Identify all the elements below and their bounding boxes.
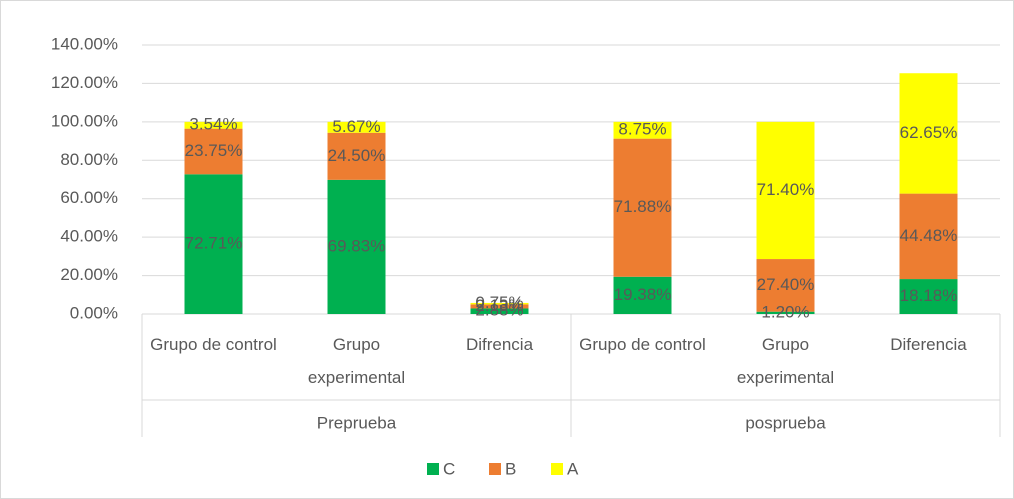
x-tick-label: Grupo de control bbox=[579, 335, 706, 354]
bar-segment bbox=[613, 121, 672, 139]
bar-segment bbox=[470, 304, 529, 309]
legend-label: A bbox=[567, 459, 579, 478]
y-tick-label: 140.00% bbox=[51, 34, 118, 53]
data-label: 1.20% bbox=[761, 302, 809, 321]
bar-segment bbox=[470, 302, 529, 305]
bar-segment bbox=[899, 193, 958, 280]
data-label: 8.75% bbox=[618, 120, 666, 139]
legend-label: C bbox=[443, 459, 455, 478]
data-label: 0.75% bbox=[475, 293, 523, 312]
legend-label: B bbox=[505, 459, 516, 478]
bar-segment bbox=[470, 308, 529, 314]
bar-segment bbox=[613, 276, 672, 314]
x-tick-label: Diferencia bbox=[890, 335, 967, 354]
bar-segment bbox=[899, 73, 958, 194]
data-label: 27.40% bbox=[757, 275, 815, 294]
group-label: Preprueba bbox=[317, 413, 397, 432]
data-label: 62.65% bbox=[900, 123, 958, 142]
data-label: 44.48% bbox=[900, 226, 958, 245]
bar-segment bbox=[756, 259, 815, 312]
y-tick-label: 120.00% bbox=[51, 73, 118, 92]
y-tick-label: 20.00% bbox=[60, 265, 118, 284]
bar-segment bbox=[899, 279, 958, 314]
y-tick-label: 40.00% bbox=[60, 227, 118, 246]
x-tick-label: Grupo experimental bbox=[307, 335, 406, 387]
x-tick-label: Grupo experimental bbox=[736, 335, 835, 387]
data-label: 3.54% bbox=[189, 115, 237, 134]
legend-swatch bbox=[489, 463, 501, 475]
bar-segment bbox=[327, 121, 386, 133]
bar-segment bbox=[327, 132, 386, 180]
data-label: 5.67% bbox=[332, 117, 380, 136]
bar-segment bbox=[613, 138, 672, 277]
data-label: 72.71% bbox=[185, 234, 243, 253]
bar-segment bbox=[184, 174, 243, 314]
data-label: 18.18% bbox=[900, 286, 958, 305]
legend-swatch bbox=[551, 463, 563, 475]
bar-segment bbox=[184, 121, 243, 129]
data-label: 71.88% bbox=[614, 197, 672, 216]
group-label: posprueba bbox=[745, 413, 826, 432]
data-label: 24.50% bbox=[328, 146, 386, 165]
y-tick-label: 80.00% bbox=[60, 150, 118, 169]
x-tick-label: Difrencia bbox=[465, 335, 534, 354]
bar-segment bbox=[756, 311, 815, 314]
data-label: 71.40% bbox=[757, 180, 815, 199]
bar-segment bbox=[184, 128, 243, 175]
data-label: 23.75% bbox=[185, 141, 243, 160]
x-tick-label: Grupo de control bbox=[150, 335, 277, 354]
y-tick-label: 0.00% bbox=[70, 303, 118, 322]
y-tick-label: 60.00% bbox=[60, 188, 118, 207]
data-label: 2.13% bbox=[475, 296, 523, 315]
bar-segment bbox=[756, 121, 815, 260]
legend-swatch bbox=[427, 463, 439, 475]
y-tick-label: 100.00% bbox=[51, 111, 118, 130]
data-label: 2.88% bbox=[475, 301, 523, 320]
bar-segment bbox=[327, 179, 386, 314]
data-label: 19.38% bbox=[614, 285, 672, 304]
data-label: 69.83% bbox=[328, 236, 386, 255]
